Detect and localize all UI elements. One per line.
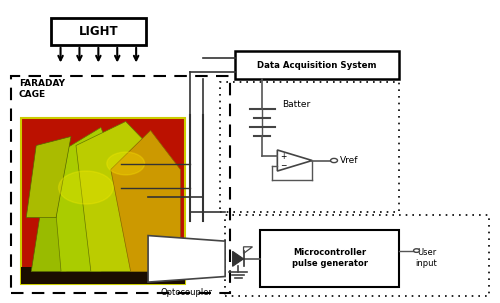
Bar	[12, 76, 230, 293]
Text: +: +	[280, 152, 286, 161]
Bar	[22, 118, 186, 284]
Bar	[225, 215, 488, 296]
Polygon shape	[76, 122, 160, 271]
Bar	[22, 267, 186, 284]
Text: User
input: User input	[416, 248, 438, 268]
Text: Vref: Vref	[340, 156, 358, 165]
Circle shape	[58, 171, 114, 204]
Polygon shape	[31, 152, 81, 271]
Bar	[260, 230, 399, 287]
Text: −: −	[280, 161, 286, 170]
Bar	[235, 51, 399, 79]
Bar	[51, 18, 146, 45]
Polygon shape	[232, 251, 243, 266]
Text: Microcontroller
pulse generator: Microcontroller pulse generator	[292, 248, 368, 268]
Text: Data Acquisition System: Data Acquisition System	[258, 61, 377, 70]
Text: Optocoupler: Optocoupler	[160, 288, 212, 297]
Bar	[220, 82, 399, 211]
Text: FARADAY
CAGE: FARADAY CAGE	[19, 79, 65, 99]
Polygon shape	[148, 235, 225, 282]
Circle shape	[330, 158, 338, 163]
Text: LIGHT: LIGHT	[78, 25, 118, 38]
Polygon shape	[26, 136, 71, 218]
Polygon shape	[111, 131, 180, 271]
Text: Batter: Batter	[282, 101, 310, 109]
Circle shape	[107, 152, 144, 175]
Polygon shape	[51, 128, 120, 271]
Circle shape	[414, 249, 420, 252]
Polygon shape	[278, 150, 312, 171]
